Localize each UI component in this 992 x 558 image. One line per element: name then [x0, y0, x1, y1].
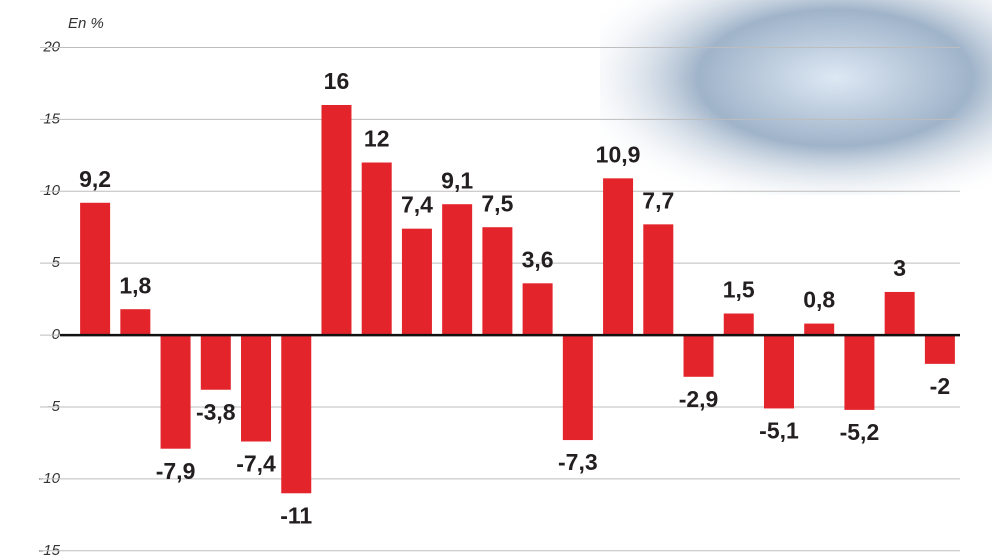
bar [723, 313, 754, 336]
bar [603, 178, 634, 336]
bar [763, 335, 794, 409]
bar [80, 202, 111, 336]
value-label: 12 [364, 126, 390, 152]
value-label: -2 [930, 373, 950, 399]
value-label: -5,1 [759, 418, 799, 444]
bar [321, 104, 352, 336]
bar [844, 335, 875, 410]
bar [442, 204, 473, 336]
value-label: 9,1 [441, 167, 473, 193]
bar [562, 335, 593, 441]
bar [924, 335, 955, 364]
value-label: 7,7 [642, 187, 674, 213]
value-label: 3,6 [522, 246, 554, 272]
y-tick-label: -15 [38, 542, 60, 558]
y-tick-label: -5 [47, 398, 61, 415]
bar [241, 335, 272, 442]
value-label: 9,2 [79, 166, 111, 192]
value-label: 7,5 [481, 190, 513, 216]
axis-unit: En % [68, 15, 104, 32]
bar [120, 309, 151, 336]
bar [643, 224, 674, 336]
value-label: 16 [324, 68, 350, 94]
value-label: -7,9 [156, 458, 196, 484]
bar [401, 228, 432, 336]
bar [482, 227, 513, 336]
bar [522, 283, 553, 336]
value-label: 1,5 [723, 277, 755, 303]
bar [884, 291, 915, 336]
value-label: 10,9 [596, 141, 641, 167]
bar [361, 162, 392, 336]
value-label: -3,8 [196, 399, 236, 425]
y-tick-label: -10 [38, 470, 60, 487]
bar [281, 335, 312, 494]
bar [160, 335, 191, 449]
value-label: 3 [893, 255, 906, 281]
y-tick-label: 20 [42, 38, 60, 55]
bar [200, 335, 231, 390]
y-tick-label: 10 [43, 182, 60, 199]
y-tick-label: 15 [43, 110, 60, 127]
value-label: -11 [280, 502, 312, 528]
value-label: 0,8 [803, 287, 835, 313]
bar [683, 335, 714, 377]
value-label: -7,3 [558, 449, 598, 475]
value-label: -2,9 [679, 386, 719, 412]
bar [804, 323, 835, 336]
value-label: -7,4 [236, 451, 276, 477]
photo [600, 0, 992, 195]
value-label: 7,4 [401, 192, 433, 218]
value-label: 1,8 [119, 272, 151, 298]
y-tick-label: 5 [52, 254, 61, 271]
value-label: -5,2 [840, 419, 880, 445]
y-tick-label: 0 [52, 326, 61, 343]
